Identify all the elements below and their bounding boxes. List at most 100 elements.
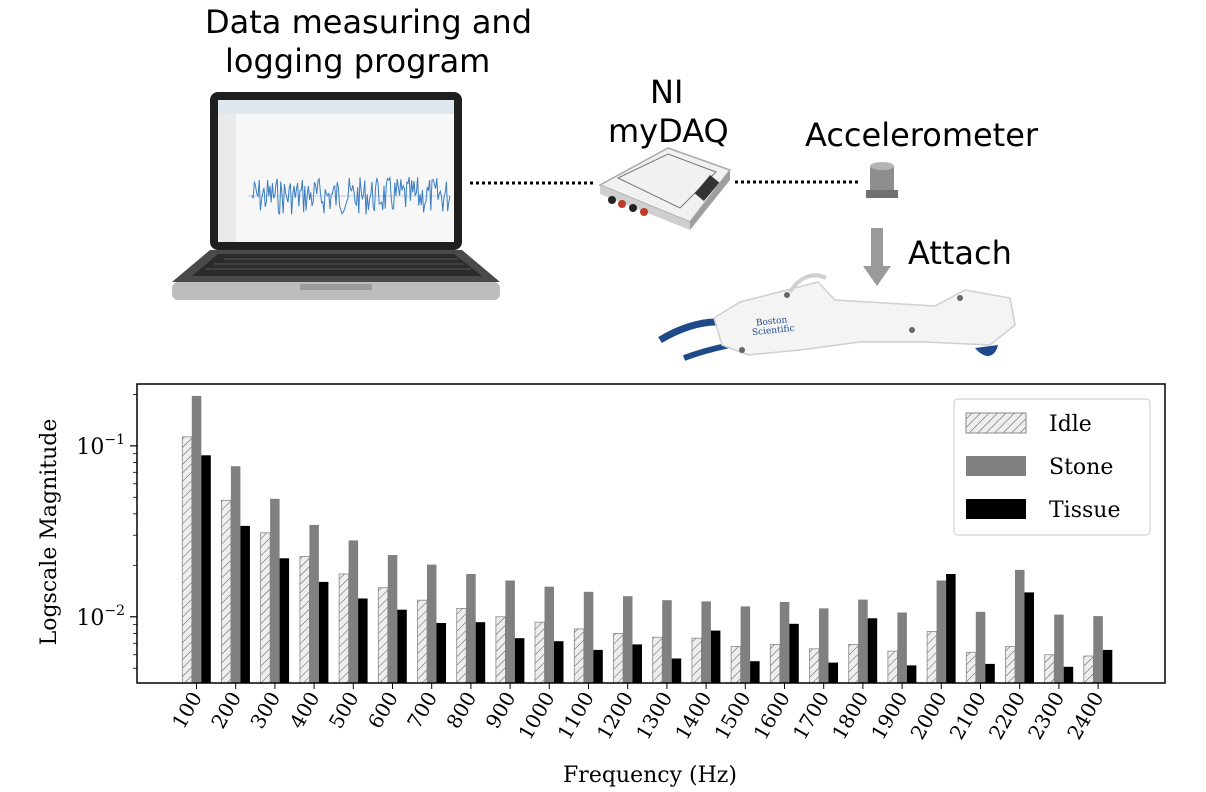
x-tick-label: 1600 bbox=[749, 688, 795, 744]
bar-idle-2100 bbox=[965, 651, 977, 684]
bar-tissue-2300 bbox=[1063, 666, 1074, 683]
bar-tissue-2100 bbox=[985, 663, 995, 683]
y-axis-label: Logscale Magnitude bbox=[37, 419, 62, 646]
accelerometer-icon bbox=[866, 162, 898, 198]
bar-stone-1700 bbox=[819, 608, 829, 683]
chart-canvas: 100 200 300 400 500 600 700 800 9001000110012001… bbox=[37, 383, 1166, 788]
x-tick-label: 1900 bbox=[866, 688, 912, 744]
y-tick-label: 10−1 bbox=[76, 432, 125, 460]
bar-tissue-300 bbox=[279, 558, 290, 683]
x-tick-label: 900 bbox=[481, 688, 521, 733]
bar-stone-1300 bbox=[662, 600, 672, 683]
bar-stone-300 bbox=[270, 498, 280, 683]
bar-tissue-1700 bbox=[828, 662, 838, 683]
plot-frame bbox=[136, 383, 1166, 684]
x-tick-label: 2400 bbox=[1062, 688, 1108, 744]
bar-idle-1500 bbox=[730, 646, 741, 684]
bar-tissue-1500 bbox=[750, 661, 760, 683]
bar-tissue-600 bbox=[397, 609, 407, 683]
bar-stone-1800 bbox=[858, 599, 868, 683]
bar-idle-1400 bbox=[691, 637, 702, 684]
bar-stone-900 bbox=[505, 580, 515, 683]
bar-idle-2400 bbox=[1083, 655, 1094, 684]
bar-tissue-900 bbox=[514, 638, 525, 683]
bar-idle-1600 bbox=[769, 643, 781, 684]
bar-idle-1300 bbox=[652, 636, 663, 684]
x-tick-label: 2300 bbox=[1023, 688, 1069, 744]
bar-stone-2200 bbox=[1015, 569, 1025, 683]
bar-tissue-700 bbox=[436, 623, 446, 683]
bar-stone-2100 bbox=[975, 611, 986, 683]
legend: Idle Stone Tissue bbox=[953, 398, 1151, 536]
bar-stone-500 bbox=[348, 540, 359, 683]
daq-caption-line1: NI bbox=[650, 73, 684, 111]
bar-tissue-1900 bbox=[906, 665, 917, 683]
legend-label-stone: Stone bbox=[1049, 455, 1113, 480]
bar-stone-1600 bbox=[779, 602, 790, 683]
x-tick-label: 2200 bbox=[984, 688, 1030, 744]
bars-group bbox=[181, 395, 1113, 684]
bar-idle-600 bbox=[377, 587, 389, 684]
legend-swatch-stone bbox=[966, 456, 1026, 476]
bar-tissue-100 bbox=[201, 455, 211, 683]
bar-stone-400 bbox=[309, 524, 319, 683]
bar-tissue-2400 bbox=[1102, 649, 1113, 683]
x-tick-label: 800 bbox=[441, 688, 481, 733]
bar-stone-100 bbox=[191, 395, 202, 683]
x-tick-label: 1800 bbox=[827, 688, 873, 744]
x-tick-label: 200 bbox=[206, 688, 246, 733]
bar-stone-1200 bbox=[623, 596, 633, 683]
bar-idle-500 bbox=[338, 573, 350, 684]
laptop-icon bbox=[172, 92, 500, 300]
daq-device-icon bbox=[598, 147, 732, 230]
bar-stone-1000 bbox=[544, 586, 554, 683]
bar-idle-1000 bbox=[534, 621, 545, 684]
bar-idle-400 bbox=[299, 556, 310, 684]
bar-idle-2000 bbox=[926, 631, 937, 684]
x-axis-label: Frequency (Hz) bbox=[563, 763, 737, 788]
bar-idle-1700 bbox=[809, 648, 820, 684]
bar-idle-700 bbox=[417, 599, 428, 684]
x-tick-label: 2000 bbox=[905, 688, 951, 744]
bar-tissue-1400 bbox=[710, 630, 721, 683]
bar-idle-1900 bbox=[887, 650, 898, 684]
legend-swatch-idle bbox=[965, 412, 1027, 434]
bar-idle-1200 bbox=[613, 632, 624, 684]
x-tick-label: 500 bbox=[324, 688, 364, 733]
bar-tissue-1600 bbox=[789, 623, 799, 683]
x-tick-label: 400 bbox=[285, 688, 325, 733]
x-tick-label: 2100 bbox=[945, 688, 991, 744]
bar-idle-200 bbox=[220, 499, 232, 684]
bar-idle-900 bbox=[495, 616, 506, 684]
x-tick-label: 300 bbox=[245, 688, 285, 733]
signal-trace bbox=[251, 175, 451, 216]
down-arrow-icon bbox=[863, 228, 891, 286]
bar-stone-1900 bbox=[897, 612, 907, 683]
bar-tissue-1200 bbox=[632, 644, 642, 683]
x-tick-label: 1400 bbox=[670, 688, 716, 744]
x-tick-label: 1500 bbox=[709, 688, 755, 744]
diagram-graphics bbox=[172, 92, 1016, 361]
bar-tissue-400 bbox=[318, 581, 329, 683]
bar-stone-600 bbox=[387, 555, 398, 683]
daq-caption-line2: myDAQ bbox=[608, 112, 729, 150]
laptop-caption-line2: logging program bbox=[225, 42, 491, 80]
legend-swatch-tissue bbox=[966, 499, 1026, 519]
bar-stone-1400 bbox=[701, 601, 711, 683]
setup-diagram: Data measuring and logging program NI my… bbox=[0, 0, 1206, 375]
bar-idle-100 bbox=[181, 436, 193, 684]
sensor-caption: Accelerometer bbox=[805, 116, 1039, 154]
bar-idle-2300 bbox=[1044, 654, 1055, 684]
bar-stone-700 bbox=[427, 564, 437, 683]
bar-idle-1100 bbox=[573, 628, 585, 684]
x-tick-label: 1200 bbox=[592, 688, 638, 744]
bar-tissue-2000 bbox=[946, 574, 956, 683]
bar-stone-2000 bbox=[936, 580, 947, 683]
lithotripter-device-icon bbox=[658, 273, 1016, 361]
bar-idle-1800 bbox=[848, 643, 859, 684]
x-tick-label: 1000 bbox=[513, 688, 559, 744]
bar-idle-2200 bbox=[1005, 646, 1016, 684]
bar-stone-1500 bbox=[740, 606, 751, 683]
x-tick-label: 100 bbox=[167, 688, 207, 733]
legend-label-tissue: Tissue bbox=[1049, 498, 1120, 523]
